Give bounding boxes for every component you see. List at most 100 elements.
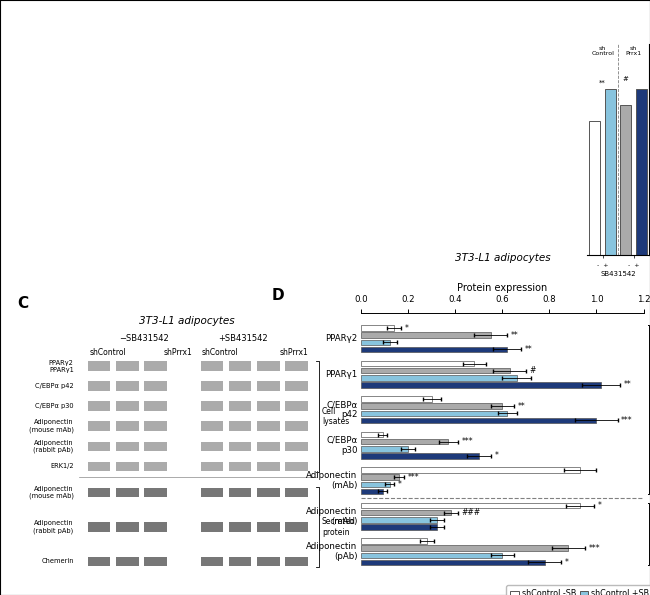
Text: Adiponectin
(rabbit pAb): Adiponectin (rabbit pAb) bbox=[33, 440, 73, 453]
Text: D: D bbox=[271, 288, 284, 303]
Bar bbox=[361, 403, 502, 409]
Bar bbox=[525, 195, 573, 245]
Bar bbox=[285, 556, 308, 566]
Bar bbox=[88, 421, 110, 431]
Bar bbox=[201, 556, 223, 566]
Text: **: ** bbox=[623, 380, 631, 389]
Bar bbox=[361, 510, 450, 515]
Text: shPrrx1: shPrrx1 bbox=[164, 347, 192, 356]
Bar bbox=[424, 137, 471, 187]
Bar bbox=[116, 381, 138, 391]
Bar bbox=[361, 333, 491, 338]
Bar bbox=[144, 488, 167, 497]
Bar bbox=[201, 462, 223, 471]
X-axis label: SB431542: SB431542 bbox=[601, 271, 636, 277]
Bar bbox=[144, 402, 167, 411]
Bar bbox=[187, 220, 220, 281]
Text: ERK1/2: ERK1/2 bbox=[50, 464, 73, 469]
Text: ***: *** bbox=[462, 437, 473, 446]
Text: **: ** bbox=[293, 155, 302, 165]
Bar bbox=[229, 402, 252, 411]
Bar bbox=[229, 522, 252, 532]
Bar bbox=[361, 560, 545, 565]
Bar bbox=[474, 195, 522, 245]
Text: Adiponectin
(rabbit pAb): Adiponectin (rabbit pAb) bbox=[33, 520, 73, 534]
Bar bbox=[247, 100, 281, 281]
Bar bbox=[201, 381, 223, 391]
Bar bbox=[257, 381, 280, 391]
Text: Adiponectin
(mouse mAb): Adiponectin (mouse mAb) bbox=[29, 419, 73, 433]
Bar bbox=[153, 100, 187, 281]
Bar bbox=[144, 556, 167, 566]
Text: *: * bbox=[201, 188, 206, 198]
Bar bbox=[285, 361, 308, 371]
Text: *: * bbox=[565, 558, 569, 567]
Text: Chemerin: Chemerin bbox=[41, 558, 73, 564]
Text: *: * bbox=[398, 480, 402, 488]
Text: C/EBPα p30: C/EBPα p30 bbox=[35, 403, 73, 409]
Bar bbox=[229, 421, 252, 431]
Text: 3T3-L1 adipocytes: 3T3-L1 adipocytes bbox=[432, 26, 528, 36]
Bar bbox=[88, 402, 110, 411]
Bar bbox=[116, 361, 138, 371]
Bar bbox=[88, 361, 110, 371]
Bar bbox=[257, 488, 280, 497]
Bar bbox=[144, 381, 167, 391]
Bar bbox=[361, 553, 502, 558]
Bar bbox=[88, 381, 110, 391]
Bar bbox=[88, 462, 110, 471]
Bar bbox=[525, 137, 573, 187]
Bar bbox=[257, 556, 280, 566]
Bar bbox=[590, 121, 600, 255]
Bar bbox=[257, 402, 280, 411]
Bar bbox=[361, 481, 389, 487]
Text: +SB431542: +SB431542 bbox=[218, 334, 268, 343]
Text: B: B bbox=[333, 0, 345, 10]
Bar bbox=[372, 81, 421, 131]
Text: A: A bbox=[0, 0, 1, 8]
Bar bbox=[144, 421, 167, 431]
Text: Adiponectin
(mouse mAb): Adiponectin (mouse mAb) bbox=[29, 486, 73, 499]
Bar bbox=[361, 375, 517, 381]
Text: −SB431542: −SB431542 bbox=[120, 334, 169, 343]
Bar bbox=[361, 439, 448, 444]
Bar bbox=[257, 361, 280, 371]
Y-axis label: mRNA expression: mRNA expression bbox=[6, 107, 16, 193]
Bar bbox=[92, 145, 126, 281]
Bar bbox=[281, 193, 315, 281]
Text: sh
Control: sh Control bbox=[591, 46, 614, 57]
Bar bbox=[361, 361, 474, 367]
Bar bbox=[361, 517, 437, 522]
Bar bbox=[474, 81, 522, 131]
Bar bbox=[361, 432, 383, 437]
Text: -SB: -SB bbox=[476, 65, 489, 74]
Text: ***: *** bbox=[588, 544, 600, 553]
Text: +SB: +SB bbox=[525, 65, 541, 74]
Text: shControl: shControl bbox=[391, 49, 434, 58]
Bar bbox=[201, 361, 223, 371]
Bar bbox=[361, 467, 580, 473]
Bar bbox=[361, 411, 507, 416]
Bar bbox=[361, 546, 568, 551]
Bar bbox=[201, 441, 223, 451]
Bar bbox=[361, 524, 437, 530]
Text: **: ** bbox=[511, 331, 519, 340]
Bar bbox=[201, 488, 223, 497]
Bar bbox=[144, 361, 167, 371]
Text: #: # bbox=[530, 366, 536, 375]
Bar bbox=[229, 361, 252, 371]
Bar bbox=[144, 462, 167, 471]
Bar bbox=[361, 347, 507, 352]
Bar bbox=[58, 100, 92, 281]
Bar bbox=[116, 522, 138, 532]
Bar bbox=[361, 474, 399, 480]
Text: *: * bbox=[494, 452, 498, 461]
Bar bbox=[201, 522, 223, 532]
Bar bbox=[116, 556, 138, 566]
X-axis label: Protein expression: Protein expression bbox=[458, 283, 547, 293]
Bar bbox=[257, 462, 280, 471]
Text: ###: ### bbox=[462, 508, 480, 517]
Text: **: ** bbox=[599, 80, 606, 86]
Text: shControl: shControl bbox=[89, 347, 126, 356]
Bar bbox=[88, 522, 110, 532]
